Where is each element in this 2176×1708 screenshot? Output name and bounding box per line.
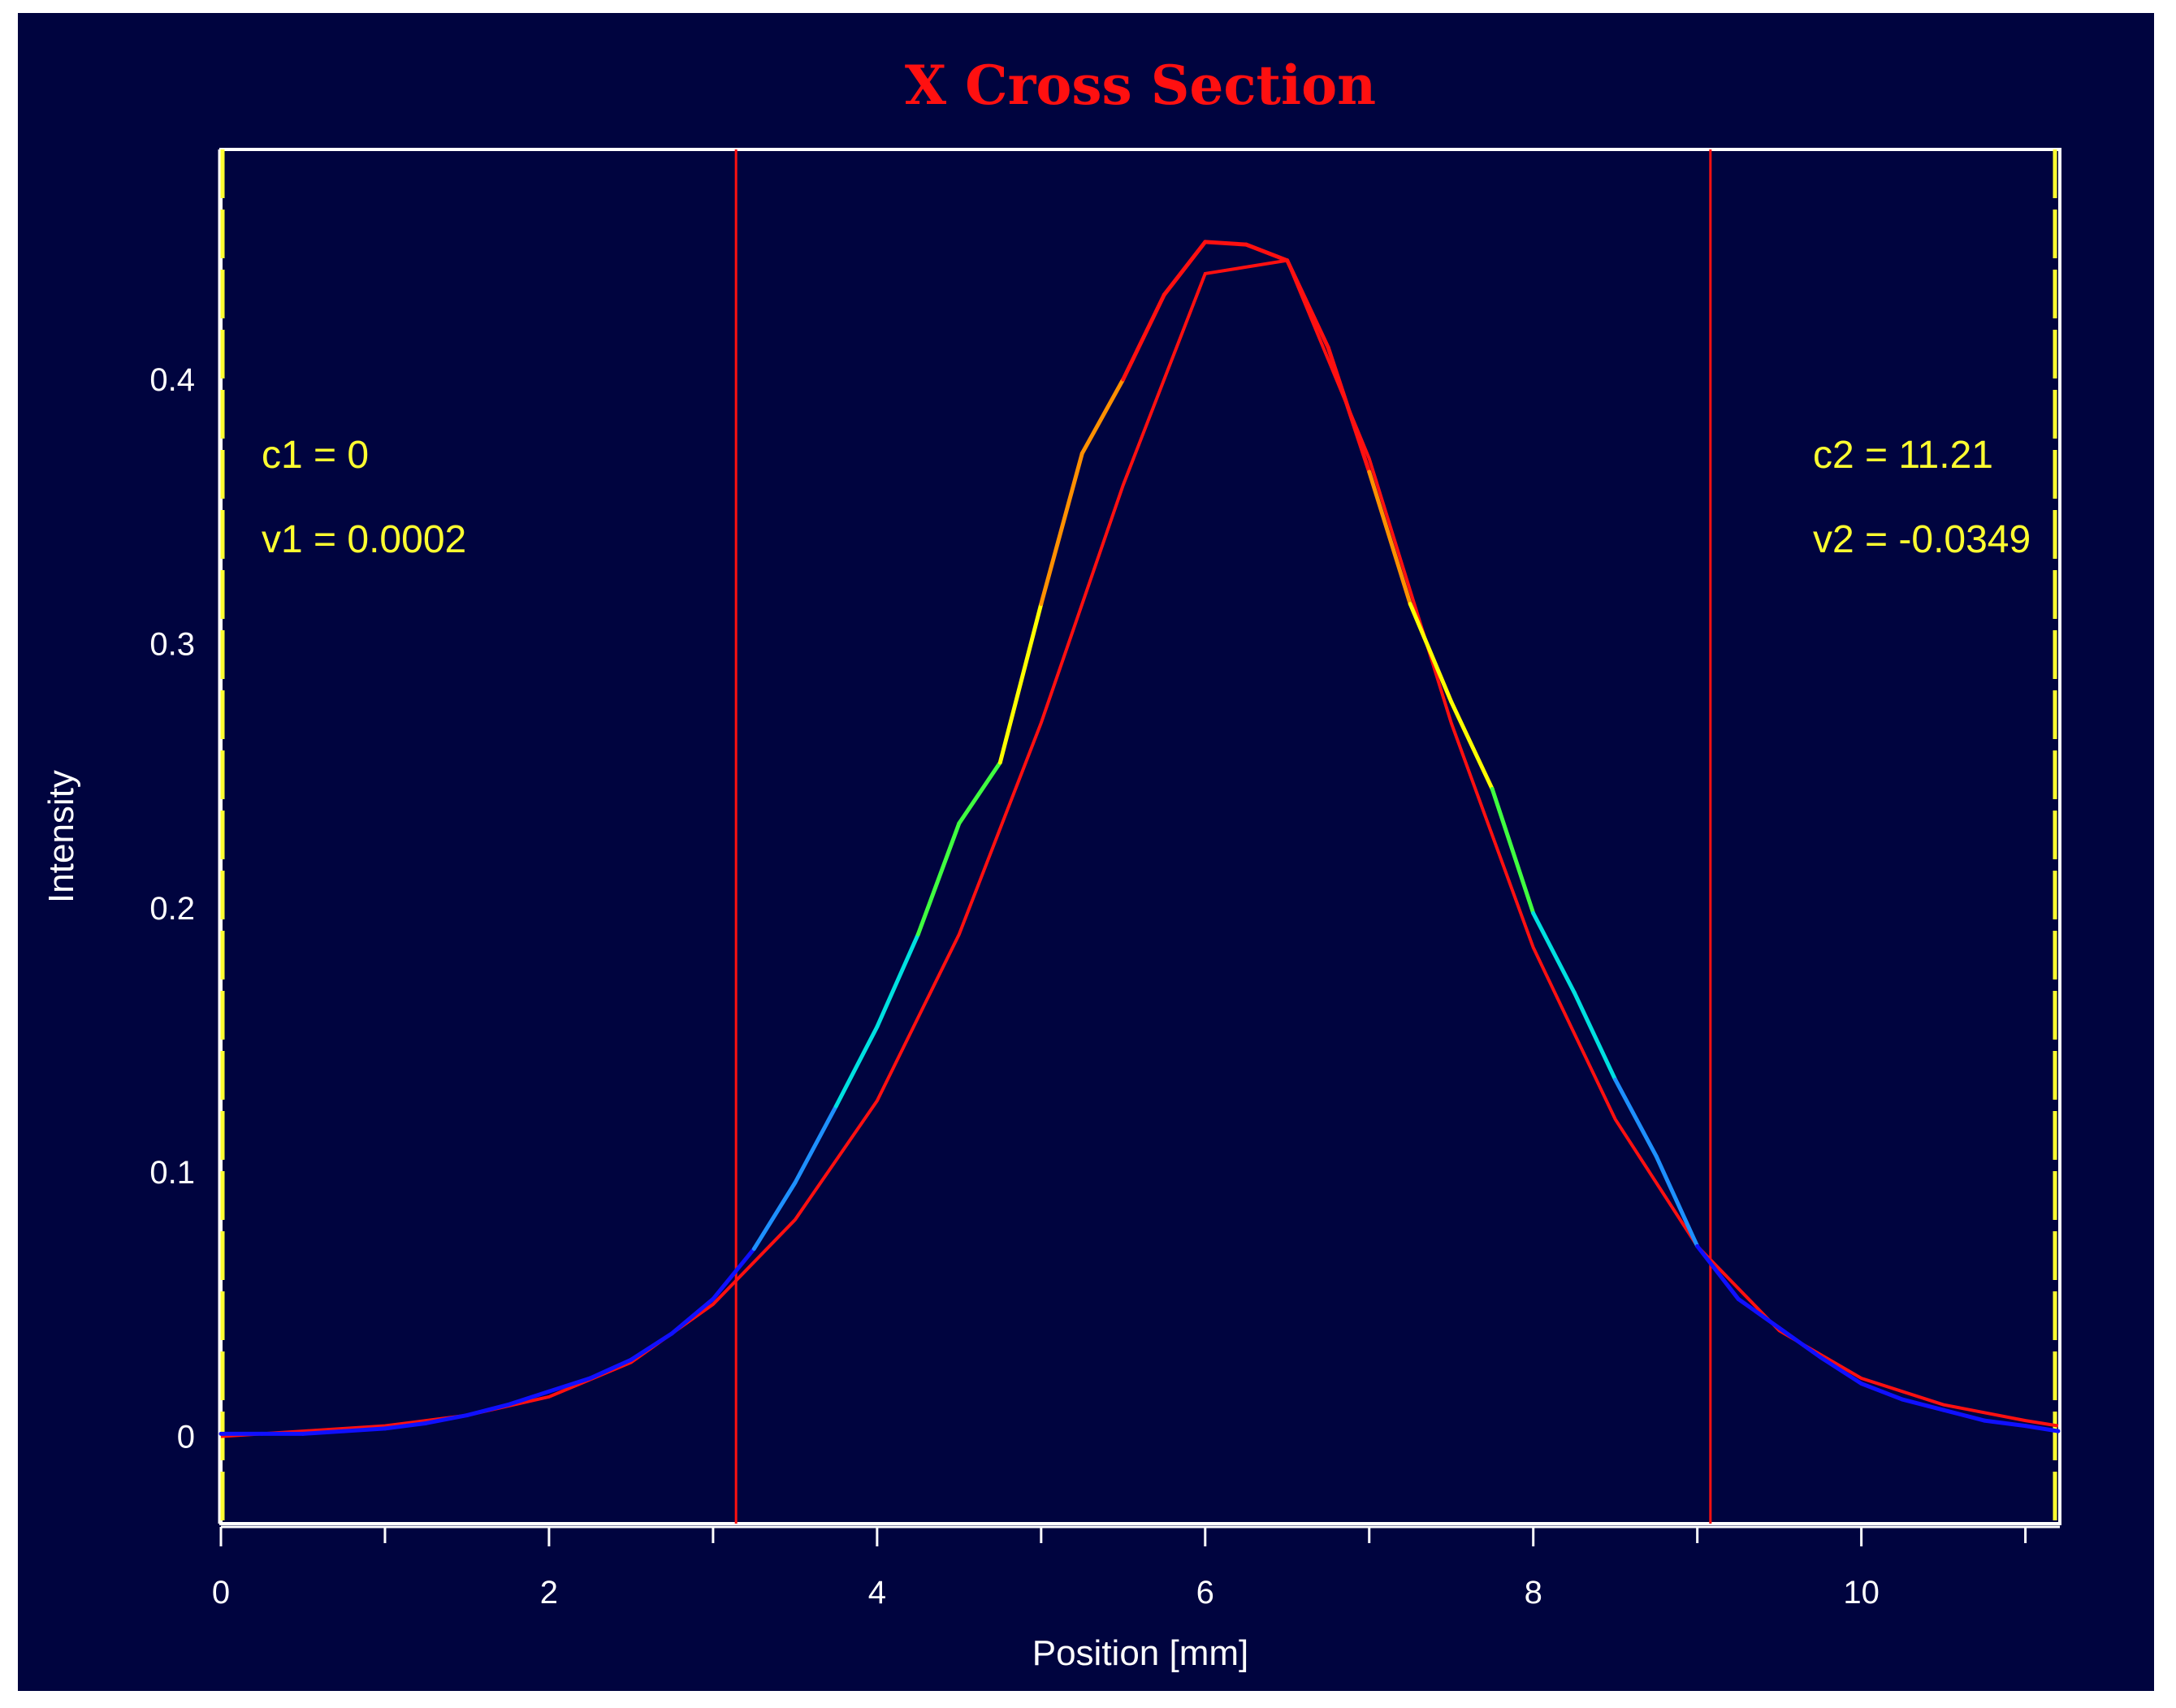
profile-segment — [1367, 469, 1412, 607]
y-axis-ticks: 0 0.1 0.2 0.3 0.4 — [149, 362, 195, 1455]
profile-segment — [1572, 990, 1618, 1082]
chart-title: X Cross Section — [905, 54, 1376, 117]
profile-segment — [711, 1247, 756, 1301]
profile-segment — [629, 1331, 674, 1362]
x-axis-title: Position [mm] — [1032, 1633, 1249, 1673]
profile-segment — [1203, 240, 1248, 247]
profile-segment — [587, 1357, 634, 1381]
profile-segment — [423, 1413, 469, 1425]
cursor-c1-label: c1 = 0 — [262, 434, 369, 477]
profile-segment — [1162, 240, 1208, 297]
profile-segment — [1326, 345, 1372, 474]
cursor-v1-label: v1 = 0.0002 — [262, 518, 466, 561]
x-tick-label: 10 — [1843, 1575, 1880, 1611]
y-tick-label: 0 — [177, 1420, 195, 1455]
profile-segment — [1654, 1154, 1700, 1248]
profile-segment — [1244, 242, 1290, 263]
profile-segment — [1900, 1397, 1946, 1412]
y-tick-label: 0.1 — [149, 1155, 195, 1191]
profile-segment — [1777, 1325, 1823, 1360]
profile-segment — [1079, 377, 1126, 456]
profile-segment — [341, 1426, 387, 1433]
profile-segment — [1695, 1243, 1741, 1301]
profile-segment — [2023, 1424, 2061, 1433]
y-tick-label: 0.4 — [149, 362, 195, 398]
profile-segment — [751, 1180, 798, 1252]
cursor-c2-label: c2 = 11.21 — [1813, 434, 1993, 477]
x-tick-label: 2 — [540, 1575, 558, 1611]
x-tick-label: 8 — [1525, 1575, 1542, 1611]
profile-segment — [1039, 451, 1084, 607]
marker-lines — [734, 149, 1712, 1524]
profile-segment — [547, 1376, 592, 1394]
y-tick-label: 0.2 — [149, 891, 195, 927]
cursor-lines — [220, 149, 2057, 1524]
profile-segment — [1408, 602, 1454, 704]
x-tick-label: 0 — [212, 1575, 230, 1611]
plot-frame — [18, 13, 2154, 1691]
profile-segment — [793, 1104, 838, 1185]
profile-segment — [383, 1420, 428, 1431]
profile-segment — [1818, 1355, 1864, 1386]
fit-line — [220, 258, 2059, 1438]
profile-segment — [1736, 1296, 1782, 1330]
x-tick-label: 6 — [1196, 1575, 1214, 1611]
profile-segment — [1449, 699, 1495, 791]
profile-segment — [1982, 1418, 2028, 1429]
profile-segment — [833, 1024, 880, 1109]
cursor-v2-label: v2 = -0.0349 — [1813, 518, 2031, 561]
fit-series — [220, 258, 2059, 1438]
plot-area-border — [219, 148, 2061, 1525]
profile-series — [218, 240, 2061, 1436]
y-tick-label: 0.3 — [149, 626, 195, 662]
profile-segment — [1285, 258, 1330, 350]
profile-segment — [1941, 1407, 1987, 1423]
profile-segment — [875, 932, 920, 1029]
x-tick-label: 4 — [868, 1575, 886, 1611]
profile-segment — [957, 760, 1002, 826]
profile-segment — [1121, 292, 1166, 382]
profile-segment — [505, 1389, 552, 1407]
y-axis-title: Intensity — [41, 770, 81, 903]
profile-segment — [465, 1403, 510, 1418]
profile-segment — [1613, 1077, 1659, 1159]
profile-segment — [915, 821, 962, 936]
x-axis-ticks: 0 2 4 6 8 10 — [212, 1527, 2027, 1611]
profile-segment — [1531, 910, 1577, 995]
profile-segment — [1490, 786, 1536, 915]
profile-segment — [301, 1429, 346, 1436]
profile-segment — [1859, 1382, 1905, 1402]
profile-segment — [669, 1296, 716, 1336]
profile-segment — [997, 602, 1044, 765]
